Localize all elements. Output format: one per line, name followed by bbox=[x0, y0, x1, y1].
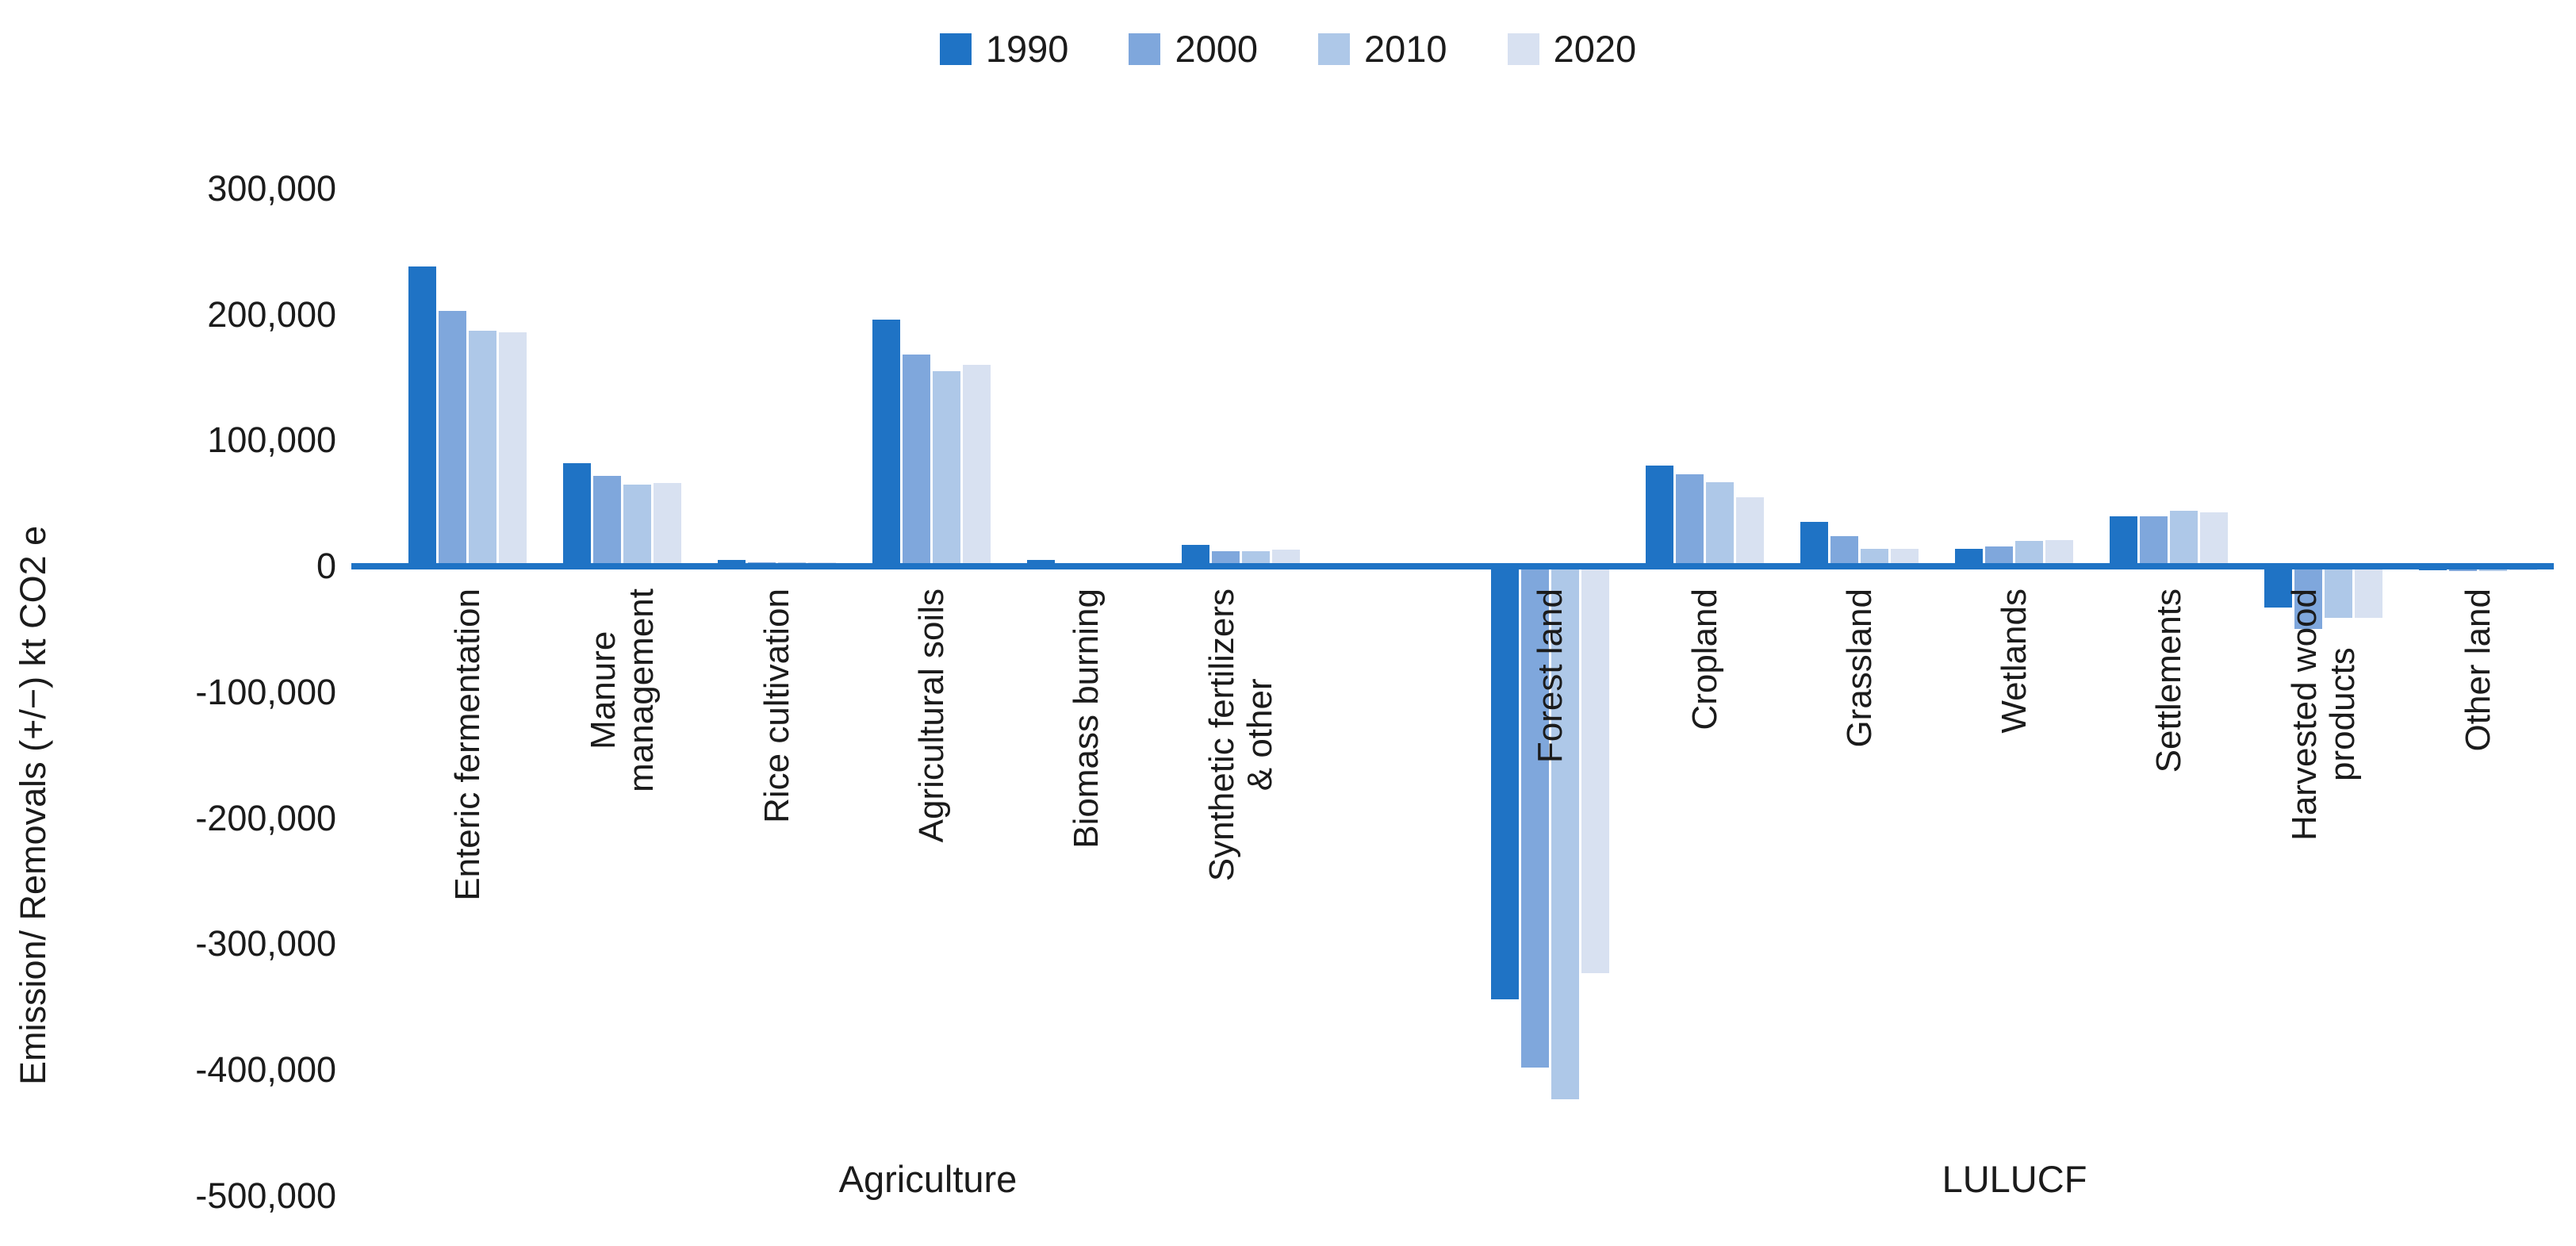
category-label-rice-cultivation: Rice cultivation bbox=[757, 588, 796, 823]
bar-2000-Manure management bbox=[593, 475, 621, 566]
y-tick-label--200000: -200,000 bbox=[195, 797, 336, 838]
bar-2010-Harvested wood products bbox=[2325, 566, 2352, 619]
legend-item-1990: 1990 bbox=[939, 28, 1069, 70]
bar-2000-Forest land bbox=[1521, 566, 1549, 1068]
bar-2010-Settlements bbox=[2170, 511, 2198, 566]
bar-2000-Cropland bbox=[1676, 474, 1704, 566]
bar-2020-Enteric fermentation bbox=[499, 332, 527, 566]
y-tick-label-200000: 200,000 bbox=[207, 293, 336, 335]
bar-2000-Enteric fermentation bbox=[439, 310, 466, 566]
legend-label-2020: 2020 bbox=[1553, 28, 1637, 70]
bar-2020-Manure management bbox=[654, 483, 681, 566]
bar-2010-Synthetic fertilizers & other bbox=[1242, 550, 1270, 566]
legend-swatch-2020 bbox=[1507, 33, 1539, 65]
legend-item-2000: 2000 bbox=[1129, 30, 1258, 67]
category-label-forest-land: Forest land bbox=[1530, 588, 1570, 764]
section-label-agriculture: Agriculture bbox=[838, 1158, 1018, 1200]
legend-swatch-2000 bbox=[1129, 33, 1161, 65]
chart-legend: 1990 2000 2010 2020 bbox=[0, 30, 2576, 67]
bar-1990-Grassland bbox=[1800, 522, 1828, 566]
legend-item-2020: 2020 bbox=[1507, 28, 1637, 70]
bar-1990-Harvested wood products bbox=[2264, 566, 2292, 608]
bar-1990-Wetlands bbox=[1955, 548, 1983, 566]
bar-2020-Wetlands bbox=[2045, 539, 2073, 566]
y-tick-label--400000: -400,000 bbox=[195, 1049, 336, 1090]
category-label-wetlands: Wetlands bbox=[1994, 588, 2034, 734]
category-label-settlements: Settlements bbox=[2149, 588, 2188, 773]
category-label-synthetic-fertilizers-other: Synthetic fertilizers & other bbox=[1202, 588, 1279, 882]
bar-2010-Manure management bbox=[623, 484, 651, 566]
bar-2020-Agricultural soils bbox=[963, 365, 991, 566]
legend-label-2000: 2000 bbox=[1175, 28, 1258, 70]
category-label-agricultural-soils: Agricultural soils bbox=[911, 588, 951, 843]
y-tick-label--100000: -100,000 bbox=[195, 671, 336, 712]
y-tick-label-100000: 100,000 bbox=[207, 420, 336, 461]
bar-2010-Wetlands bbox=[2015, 541, 2043, 566]
bar-1990-Forest land bbox=[1491, 566, 1519, 1000]
y-tick-label--500000: -500,000 bbox=[195, 1175, 336, 1216]
y-tick-label--300000: -300,000 bbox=[195, 923, 336, 964]
bar-2020-Synthetic fertilizers & other bbox=[1272, 550, 1300, 566]
bar-2020-Cropland bbox=[1736, 496, 1764, 566]
bar-2010-Forest land bbox=[1551, 566, 1579, 1099]
bar-2000-Settlements bbox=[2140, 516, 2168, 566]
category-label-biomass-burning: Biomass burning bbox=[1066, 588, 1106, 849]
legend-swatch-1990 bbox=[939, 33, 972, 65]
bar-1990-Synthetic fertilizers & other bbox=[1182, 545, 1209, 566]
bar-2020-Forest land bbox=[1581, 566, 1609, 973]
legend-swatch-2010 bbox=[1318, 33, 1350, 65]
legend-label-2010: 2010 bbox=[1364, 28, 1447, 70]
bar-2000-Grassland bbox=[1830, 535, 1858, 566]
bar-2020-Grassland bbox=[1891, 548, 1919, 566]
bar-2020-Harvested wood products bbox=[2355, 566, 2382, 619]
category-label-manure-management: Manure management bbox=[583, 588, 661, 792]
y-tick-label-0: 0 bbox=[316, 546, 336, 586]
category-label-enteric-fermentation: Enteric fermentation bbox=[447, 588, 487, 901]
category-label-harvested-wood-products: Harvested wood products bbox=[2284, 588, 2362, 841]
bar-1990-Agricultural soils bbox=[872, 319, 900, 566]
bar-2010-Cropland bbox=[1706, 481, 1734, 566]
category-label-cropland: Cropland bbox=[1685, 588, 1724, 730]
bar-2010-Grassland bbox=[1861, 548, 1888, 566]
bar-2000-Agricultural soils bbox=[903, 355, 930, 566]
x-axis-line bbox=[351, 563, 2554, 569]
y-axis-title: Emission/ Removals (+/−) kt CO2 e bbox=[13, 525, 53, 1085]
legend-label-1990: 1990 bbox=[985, 28, 1069, 70]
bar-1990-Manure management bbox=[563, 462, 591, 566]
bar-2000-Wetlands bbox=[1985, 546, 2013, 566]
bar-2020-Settlements bbox=[2200, 512, 2228, 566]
legend-item-2010: 2010 bbox=[1318, 30, 1447, 67]
bar-2010-Agricultural soils bbox=[933, 370, 960, 566]
category-label-other-land: Other land bbox=[2458, 588, 2497, 752]
bar-2000-Harvested wood products bbox=[2294, 566, 2322, 630]
bar-2000-Synthetic fertilizers & other bbox=[1212, 550, 1240, 566]
category-label-grassland: Grassland bbox=[1839, 588, 1879, 748]
bar-1990-Enteric fermentation bbox=[408, 266, 436, 566]
section-label-lulucf: LULUCF bbox=[1942, 1158, 2087, 1200]
y-tick-label-300000: 300,000 bbox=[207, 167, 336, 209]
bar-1990-Settlements bbox=[2110, 516, 2137, 566]
bar-1990-Cropland bbox=[1646, 466, 1673, 566]
bar-2010-Enteric fermentation bbox=[469, 331, 496, 566]
